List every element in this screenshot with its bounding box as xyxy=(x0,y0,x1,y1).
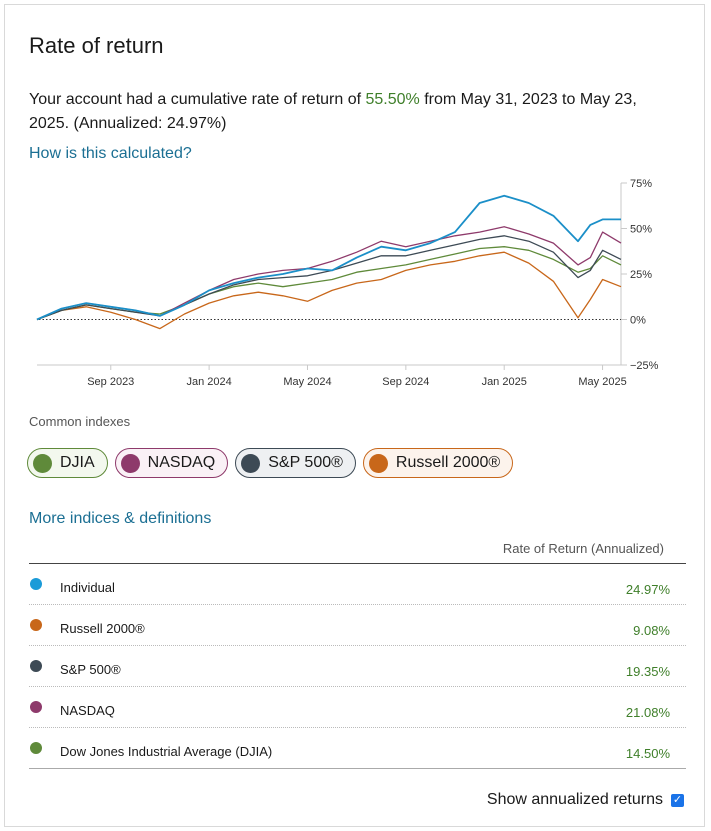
series-line-nasdaq xyxy=(36,226,622,321)
row-name: Russell 2000® xyxy=(60,621,145,636)
table-row: NASDAQ 21.08% xyxy=(29,687,686,728)
chip-label: S&P 500® xyxy=(268,454,343,471)
series-line-s-p-500 xyxy=(36,235,622,321)
chip-nasdaq[interactable]: NASDAQ xyxy=(114,448,229,478)
y-tick-label: 0% xyxy=(630,315,646,327)
more-indices-link[interactable]: More indices & definitions xyxy=(29,510,212,527)
index-chips: DJIA NASDAQ S&P 500® Russell 2000® xyxy=(27,448,514,478)
column-header-rate: Rate of Return (Annualized) xyxy=(502,541,664,556)
row-value: 19.35% xyxy=(625,664,670,679)
x-tick-label: May 2024 xyxy=(283,376,331,388)
row-value: 24.97% xyxy=(625,582,670,597)
y-tick-label: 50% xyxy=(630,224,652,236)
row-name: S&P 500® xyxy=(60,662,121,677)
table-row: Russell 2000® 9.08% xyxy=(29,605,686,646)
sp500-row-dot-icon xyxy=(30,660,42,672)
chip-sp500[interactable]: S&P 500® xyxy=(235,448,356,478)
series-line-individual xyxy=(36,194,621,321)
y-tick-label: 75% xyxy=(630,178,652,190)
show-annualized-control: Show annualized returns ✓ xyxy=(487,791,684,809)
russell-dot-icon xyxy=(368,453,388,473)
chip-russell-2000[interactable]: Russell 2000® xyxy=(362,448,514,478)
djia-dot-icon xyxy=(33,453,52,473)
x-tick-label: Sep 2024 xyxy=(382,376,429,388)
table-row: Dow Jones Industrial Average (DJIA) 14.5… xyxy=(29,728,686,769)
row-name: NASDAQ xyxy=(60,703,115,718)
x-tick-label: Jan 2025 xyxy=(482,376,527,388)
summary-text-post: from May 31, 2023 to May 23, 2025. (Annu… xyxy=(29,91,637,132)
row-value: 21.08% xyxy=(625,705,670,720)
rate-of-return-chart: 75% 50% 25% 0% −25% Sep 2023 Jan 2024 May 2024 S… xyxy=(36,178,659,388)
show-annualized-checkbox[interactable]: ✓ xyxy=(671,793,684,807)
chip-label: NASDAQ xyxy=(147,454,216,471)
row-name: Dow Jones Industrial Average (DJIA) xyxy=(60,744,273,759)
return-summary: Your account had a cumulative rate of re… xyxy=(29,88,669,136)
x-tick-label: May 2025 xyxy=(578,376,626,388)
nasdaq-dot-icon xyxy=(120,453,140,473)
show-annualized-label: Show annualized returns xyxy=(486,791,663,808)
x-tick-label: Sep 2023 xyxy=(87,376,134,388)
cumulative-rate: 55.50% xyxy=(365,91,420,108)
chip-label: DJIA xyxy=(60,454,95,471)
y-tick-label: 25% xyxy=(630,269,652,281)
x-tick-label: Jan 2024 xyxy=(186,376,231,388)
djia-row-dot-icon xyxy=(30,742,42,754)
chip-label: Russell 2000® xyxy=(395,454,501,471)
russell-row-dot-icon xyxy=(30,619,42,631)
nasdaq-row-dot-icon xyxy=(30,701,42,713)
row-name: Individual xyxy=(60,580,115,595)
table-row: Individual 24.97% xyxy=(29,564,686,605)
row-value: 9.08% xyxy=(633,623,670,638)
table-row: S&P 500® 19.35% xyxy=(29,646,686,687)
chip-djia[interactable]: DJIA xyxy=(27,448,108,478)
summary-text-pre: Your account had a cumulative rate of re… xyxy=(29,91,366,108)
y-tick-label: −25% xyxy=(630,360,659,372)
row-value: 14.50% xyxy=(625,746,670,761)
common-indexes-label: Common indexes xyxy=(29,414,131,429)
sp500-dot-icon xyxy=(241,453,261,473)
individual-dot-icon xyxy=(30,578,42,590)
series-line-russell-2000 xyxy=(36,251,622,330)
returns-table: Individual 24.97% Russell 2000® 9.08% S&… xyxy=(29,563,686,769)
page-title: Rate of return xyxy=(29,33,164,58)
how-calculated-link[interactable]: How is this calculated? xyxy=(29,145,192,162)
rate-of-return-card: Rate of return Your account had a cumula… xyxy=(4,4,705,827)
